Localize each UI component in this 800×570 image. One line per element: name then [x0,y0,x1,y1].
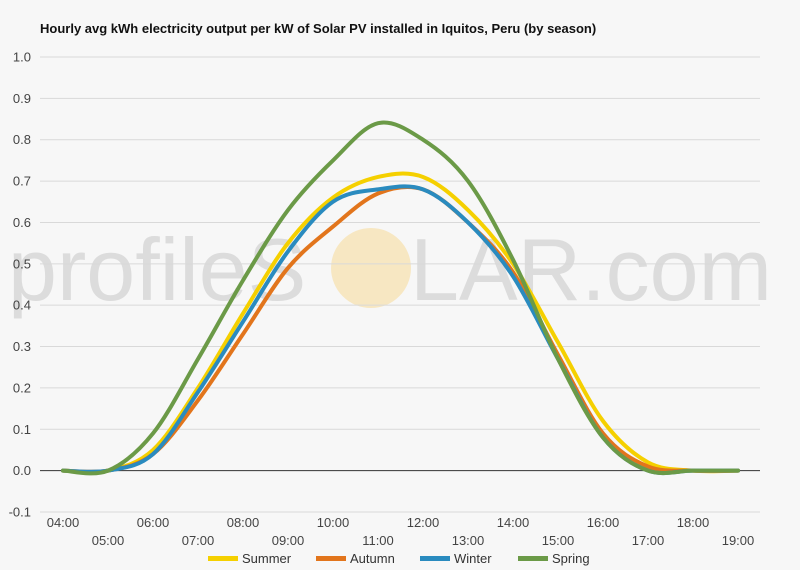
x-axis: 04:00 05:00 06:00 07:00 08:00 09:00 10:00 11:00… [47,515,755,548]
y-tick-label: 0.5 [13,256,31,271]
grid [40,56,760,513]
y-tick-label: 0.6 [13,215,31,230]
y-tick-label: 1.0 [13,50,31,65]
x-tick-label: 19:00 [722,533,755,548]
chart-title: Hourly avg kWh electricity output per kW… [40,21,596,36]
y-tick-label: 0.9 [13,91,31,106]
watermark-text-right: LAR.com [410,220,772,319]
watermark-sun-icon [331,228,411,308]
x-tick-label: 17:00 [632,533,665,548]
y-tick-label: 0.3 [13,339,31,354]
legend-item-autumn: Autumn [316,551,395,566]
legend-label: Spring [552,551,590,566]
y-tick-label: 0.2 [13,380,31,395]
legend-item-summer: Summer [208,551,292,566]
series-line-summer [61,171,740,475]
x-tick-label: 12:00 [407,515,440,530]
legend-label: Winter [454,551,492,566]
x-tick-label: 06:00 [137,515,170,530]
x-tick-label: 13:00 [452,533,485,548]
legend-label: Summer [242,551,292,566]
series-line-spring [61,120,740,476]
x-tick-label: 10:00 [317,515,350,530]
series-lines [61,120,740,476]
x-tick-label: 09:00 [272,533,305,548]
legend: Summer Autumn Winter Spring [208,551,590,566]
y-tick-label: 0.1 [13,422,31,437]
legend-swatch [316,556,346,561]
y-tick-label: 0.4 [13,298,31,313]
y-tick-label: -0.1 [9,505,31,520]
legend-label: Autumn [350,551,395,566]
y-tick-label: 0.7 [13,174,31,189]
y-axis: 1.0 0.9 0.8 0.7 0.6 0.5 0.4 0.3 0.2 0.1 0.0 -0.1 [9,50,31,520]
legend-swatch [518,556,548,561]
legend-swatch [420,556,450,561]
x-tick-label: 07:00 [182,533,215,548]
legend-swatch [208,556,238,561]
x-tick-label: 11:00 [362,533,394,548]
x-tick-label: 14:00 [497,515,530,530]
x-tick-label: 15:00 [542,533,575,548]
x-tick-label: 16:00 [587,515,620,530]
watermark: profileS LAR.com [8,220,772,319]
x-tick-label: 18:00 [677,515,710,530]
legend-item-spring: Spring [518,551,590,566]
y-tick-label: 0.0 [13,463,31,478]
x-tick-label: 04:00 [47,515,80,530]
x-tick-label: 08:00 [227,515,260,530]
legend-item-winter: Winter [420,551,492,566]
x-tick-label: 05:00 [92,533,125,548]
y-tick-label: 0.8 [13,132,31,147]
